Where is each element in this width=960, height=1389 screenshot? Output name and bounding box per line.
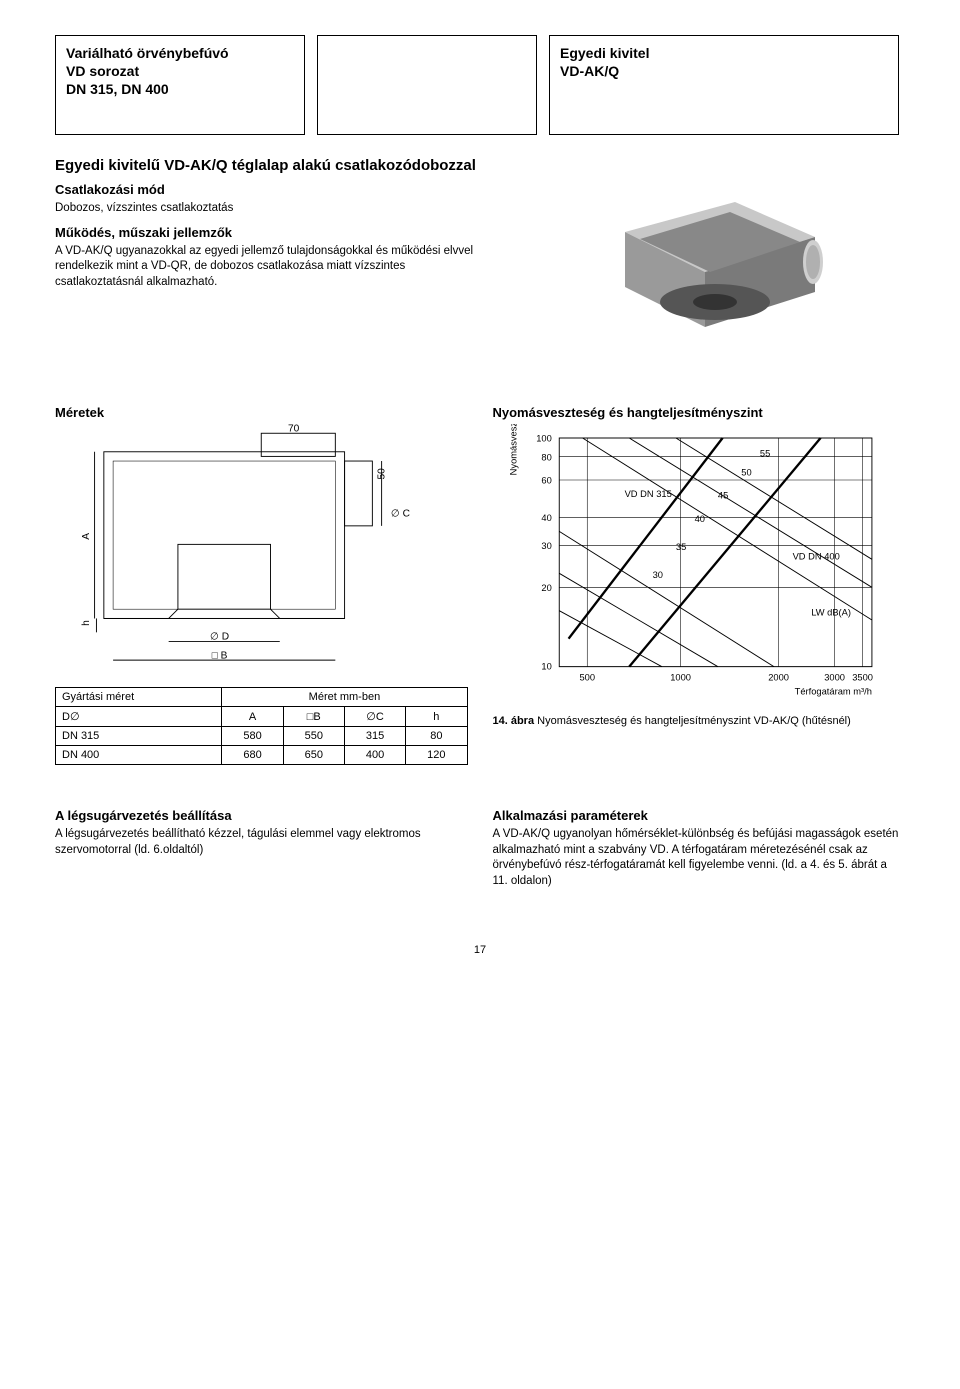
dim-label-d: ∅ D xyxy=(210,632,229,643)
bottom-left: A légsugárvezetés beállítása A légsugárv… xyxy=(55,800,468,889)
dim-label-h: h xyxy=(81,620,92,626)
bottom-right: Alkalmazási paraméterek A VD-AK/Q ugyano… xyxy=(493,800,906,889)
chart-col: Nyomásveszteség és hangteljesítményszint… xyxy=(493,397,906,765)
svg-text:55: 55 xyxy=(759,449,769,459)
header-box-left: Variálható örvénybefúvó VD sorozat DN 31… xyxy=(55,35,305,135)
header-line: Variálható örvénybefúvó xyxy=(66,44,294,62)
dim-label-c: ∅ C xyxy=(391,509,410,520)
svg-text:1000: 1000 xyxy=(670,673,691,683)
header-box-mid xyxy=(317,35,537,135)
table-hdr: Méret mm-ben xyxy=(222,688,467,707)
svg-text:60: 60 xyxy=(541,476,551,486)
table-col: h xyxy=(406,707,467,727)
bottom-section: A légsugárvezetés beállítása A légsugárv… xyxy=(55,800,905,889)
dim-label-top: 70 xyxy=(288,424,300,434)
table-col: D∅ xyxy=(56,707,222,727)
svg-text:100: 100 xyxy=(536,434,552,444)
bottom-left-title: A légsugárvezetés beállítása xyxy=(55,808,468,823)
intro-sub2: Működés, műszaki jellemzők xyxy=(55,225,485,240)
table-hdr: Gyártási méret xyxy=(56,688,222,707)
header-line: VD sorozat xyxy=(66,62,294,80)
header-line: VD-AK/Q xyxy=(560,62,888,80)
dimensions-col: Méretek 70 50 ∅ C A h ∅ D xyxy=(55,397,468,765)
bottom-right-text: A VD-AK/Q ugyanolyan hőmérséklet-különbs… xyxy=(493,827,906,889)
chart-title: Nyomásveszteség és hangteljesítményszint xyxy=(493,405,906,420)
chart-legend: LW dB(A) xyxy=(811,607,851,617)
series-label-1: VD DN 315 xyxy=(624,489,671,499)
intro-sub1-text: Dobozos, vízszintes csatlakoztatás xyxy=(55,201,485,217)
dim-label-b: □ B xyxy=(212,650,228,661)
svg-text:35: 35 xyxy=(675,542,685,552)
table-col: □B xyxy=(283,707,344,727)
svg-text:20: 20 xyxy=(541,583,551,593)
svg-text:500: 500 xyxy=(579,673,595,683)
table-col: A xyxy=(222,707,283,727)
product-photo xyxy=(585,157,835,357)
intro-section: Egyedi kivitelű VD-AK/Q téglalap alakú c… xyxy=(55,157,905,357)
svg-text:45: 45 xyxy=(717,491,727,501)
mid-section: Méretek 70 50 ∅ C A h ∅ D xyxy=(55,397,905,765)
chart-xlabel: Térfogatáram m³/h xyxy=(794,687,871,697)
intro-sub1: Csatlakozási mód xyxy=(55,182,485,197)
table-row: DN 315 580 550 315 80 xyxy=(56,727,468,746)
bottom-left-text: A légsugárvezetés beállítható kézzel, tá… xyxy=(55,827,468,858)
svg-text:30: 30 xyxy=(541,541,551,551)
dimensions-table: Gyártási méret Méret mm-ben D∅ A □B ∅C h… xyxy=(55,687,468,765)
dim-label-a: A xyxy=(81,533,92,540)
dimensions-title: Méretek xyxy=(55,405,468,420)
svg-text:2000: 2000 xyxy=(768,673,789,683)
intro-sub2-text: A VD-AK/Q ugyanazokkal az egyedi jellemz… xyxy=(55,244,485,291)
chart-caption: 14. ábra Nyomásveszteség és hangteljesít… xyxy=(493,715,906,727)
header-line: Egyedi kivitel xyxy=(560,44,888,62)
intro-text-col: Egyedi kivitelű VD-AK/Q téglalap alakú c… xyxy=(55,157,485,357)
header-row: Variálható örvénybefúvó VD sorozat DN 31… xyxy=(55,35,905,135)
svg-text:10: 10 xyxy=(541,661,551,671)
product-image-col xyxy=(515,157,905,357)
svg-text:40: 40 xyxy=(694,514,704,524)
page-number: 17 xyxy=(55,944,905,956)
bottom-right-title: Alkalmazási paraméterek xyxy=(493,808,906,823)
table-col: ∅C xyxy=(344,707,405,727)
svg-text:3500: 3500 xyxy=(852,673,873,683)
svg-text:3000: 3000 xyxy=(824,673,845,683)
dimension-drawing: 70 50 ∅ C A h ∅ D □ B xyxy=(55,424,468,674)
svg-text:80: 80 xyxy=(541,452,551,462)
svg-text:40: 40 xyxy=(541,513,551,523)
header-box-right: Egyedi kivitel VD-AK/Q xyxy=(549,35,899,135)
table-row: DN 400 680 650 400 120 xyxy=(56,746,468,765)
intro-title: Egyedi kivitelű VD-AK/Q téglalap alakú c… xyxy=(55,157,485,174)
svg-text:50: 50 xyxy=(741,467,751,477)
header-line: DN 315, DN 400 xyxy=(66,80,294,98)
pressure-loss-chart: Nyomásveszte- 100 80 60 40 30 20 10 xyxy=(493,424,906,704)
svg-text:30: 30 xyxy=(652,570,662,580)
chart-ylabel: Nyomásveszte- xyxy=(508,424,518,475)
